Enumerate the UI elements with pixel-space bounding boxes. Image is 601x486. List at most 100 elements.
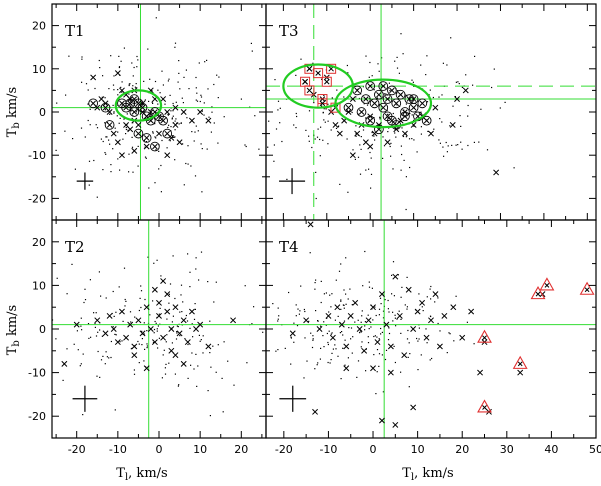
data-point-dot [96, 196, 98, 198]
data-point-cross [172, 122, 179, 128]
data-point-dot [370, 173, 373, 175]
data-point-cross [387, 369, 394, 376]
data-point-dot [211, 111, 213, 113]
data-point-dot [335, 279, 337, 281]
data-point-dot [80, 325, 82, 327]
data-point-dot [155, 322, 157, 324]
cross-mark [389, 87, 395, 94]
data-point-dot [112, 104, 114, 106]
data-point-dot [364, 321, 366, 323]
data-point-dot [159, 92, 161, 94]
data-point-dot [458, 83, 460, 85]
data-point-dot [466, 321, 468, 323]
data-point-dot [312, 338, 314, 340]
data-point-dot [182, 102, 184, 104]
data-point-dot [33, 304, 34, 305]
data-point-dot [362, 285, 364, 287]
data-point-dot [210, 131, 212, 133]
circle-mark [387, 85, 397, 96]
data-point-dot [382, 317, 385, 319]
data-point-dot [216, 74, 218, 76]
cross-mark [410, 104, 417, 111]
data-point-dot [152, 132, 154, 134]
data-point-dot [112, 148, 114, 150]
data-point-cross [392, 273, 399, 280]
data-point-dot [173, 136, 175, 138]
data-point-dot [160, 191, 162, 193]
circle-mark [141, 133, 152, 143]
data-point-dot [371, 287, 373, 289]
data-point-dot [360, 321, 362, 323]
data-point-dot [68, 55, 70, 57]
data-point-dot [87, 103, 89, 105]
data-point-dot [372, 319, 374, 321]
data-point-dot [277, 318, 279, 320]
data-point-dot [186, 117, 188, 119]
data-point-cross [102, 330, 109, 337]
data-point-dot [212, 345, 214, 347]
data-point-dot [127, 129, 129, 131]
data-point-dot [147, 48, 149, 50]
data-point-dot [215, 281, 217, 283]
x-tick-label: -20 [68, 443, 86, 456]
data-point-circled-cross [88, 98, 99, 109]
data-point-dot [187, 343, 189, 346]
data-point-dot [133, 369, 135, 371]
data-point-dot [370, 187, 372, 189]
data-point-dot [130, 321, 132, 323]
data-point-boxed [313, 68, 324, 79]
data-point-dot [202, 335, 204, 337]
data-point-dot [118, 55, 120, 57]
data-point-dot [316, 136, 319, 138]
data-point-dot [187, 163, 189, 165]
data-point-dot [264, 78, 265, 79]
cross-mark [306, 87, 313, 94]
y-tick-label: -20 [28, 410, 46, 423]
data-point-dot [147, 256, 149, 258]
cross-mark [419, 100, 426, 107]
data-point-cross [459, 334, 466, 341]
data-point-dot [400, 332, 402, 334]
data-point-dot [209, 320, 211, 322]
data-point-dot [439, 330, 441, 332]
data-point-dot [345, 303, 347, 305]
data-point-dot [120, 60, 122, 62]
data-point-cross [188, 117, 195, 124]
data-point-dot [373, 89, 375, 91]
data-point-dot [201, 110, 203, 112]
data-point-dot [245, 145, 247, 148]
data-point-dot [304, 337, 306, 339]
data-point-dot [499, 107, 501, 109]
data-point-dot [209, 352, 211, 354]
data-point-dot [114, 127, 116, 129]
data-point-triangle [477, 399, 492, 413]
data-point-dot [246, 362, 248, 364]
data-point-dot [381, 331, 383, 333]
data-point-cross [164, 152, 171, 159]
data-point-cross [143, 143, 150, 150]
data-point-dot [364, 250, 366, 253]
data-point-dot [387, 299, 389, 302]
panel-plot-area [264, 4, 596, 220]
data-point-cross [365, 317, 372, 324]
data-point-dot [323, 94, 325, 97]
data-point-dot [180, 122, 182, 124]
data-point-dot [34, 109, 35, 110]
cross-mark [90, 100, 96, 107]
data-point-cross [392, 421, 399, 428]
data-point-dot [467, 104, 469, 107]
cross-mark [423, 117, 430, 124]
data-point-dot [88, 160, 91, 162]
data-point-dot [112, 290, 114, 293]
data-point-dot [513, 167, 515, 169]
data-point-dot [401, 127, 403, 129]
data-point-dot [185, 162, 187, 165]
data-point-cross [307, 221, 314, 228]
data-point-dot [413, 119, 415, 121]
data-point-dot [394, 314, 396, 316]
data-point-cross [414, 308, 421, 315]
data-point-dot [153, 262, 155, 264]
data-point-dot [117, 89, 119, 91]
data-point-dot [183, 184, 185, 186]
data-point-dot [227, 360, 229, 362]
